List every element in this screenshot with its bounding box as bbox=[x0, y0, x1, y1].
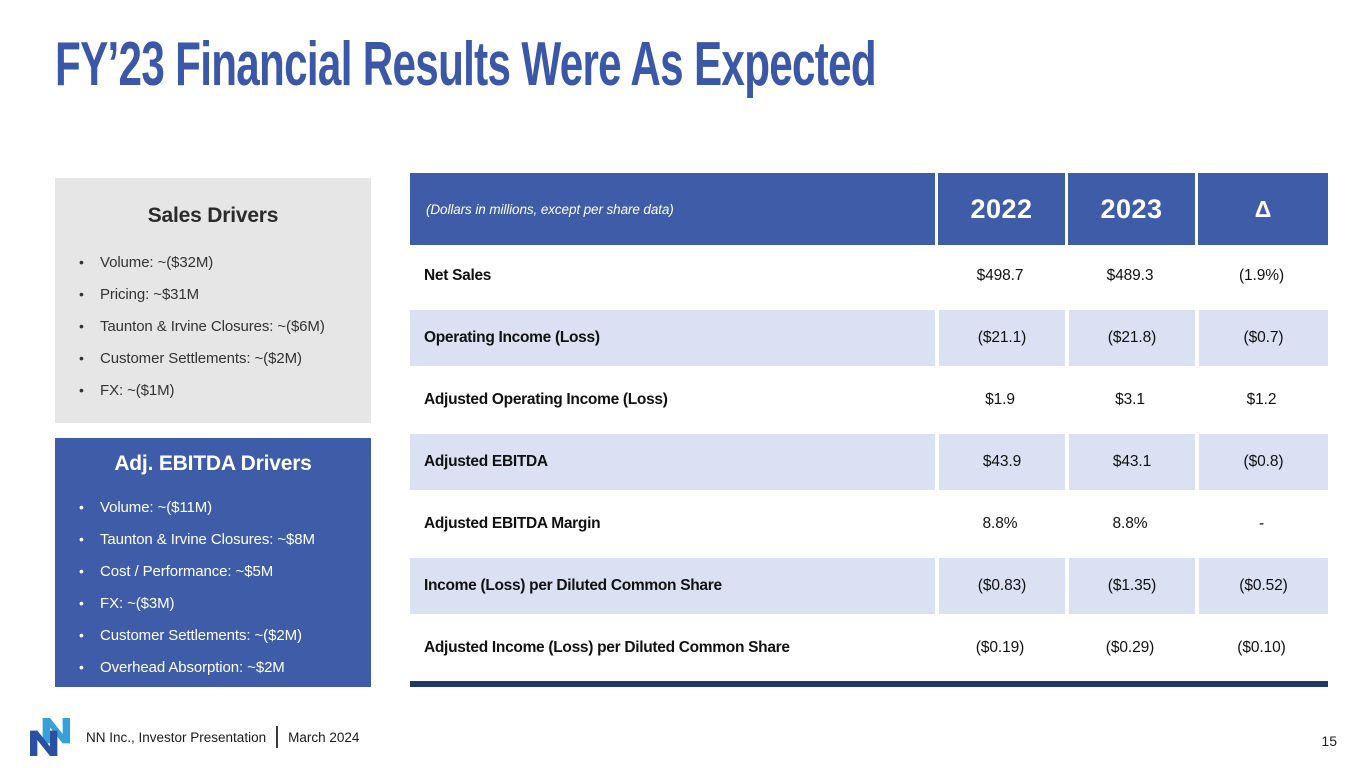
table-row: Net Sales $498.7 $489.3 (1.9%) bbox=[410, 245, 1328, 307]
list-item: Taunton & Irvine Closures: ~$8M bbox=[55, 532, 371, 547]
nn-logo-icon bbox=[30, 718, 70, 756]
list-item: Cost / Performance: ~$5M bbox=[55, 564, 371, 579]
table-row: Adjusted EBITDA $43.9 $43.1 ($0.8) bbox=[410, 431, 1328, 493]
column-header-delta: Δ bbox=[1195, 173, 1328, 245]
slide-footer: NN Inc., Investor Presentation March 202… bbox=[30, 718, 359, 756]
value-2023: ($21.8) bbox=[1065, 307, 1195, 369]
page-title: FY’23 Financial Results Were As Expected bbox=[55, 30, 877, 99]
value-2023: $489.3 bbox=[1065, 245, 1195, 307]
value-delta: ($0.7) bbox=[1195, 307, 1328, 369]
table-row: Adjusted Income (Loss) per Diluted Commo… bbox=[410, 617, 1328, 679]
value-2023: ($1.35) bbox=[1065, 555, 1195, 617]
row-label: Adjusted Operating Income (Loss) bbox=[410, 369, 935, 431]
list-item: Taunton & Irvine Closures: ~($6M) bbox=[55, 319, 371, 334]
sales-drivers-title: Sales Drivers bbox=[147, 204, 279, 227]
value-delta: ($0.10) bbox=[1195, 617, 1328, 679]
table-header-row: (Dollars in millions, except per share d… bbox=[410, 173, 1328, 245]
list-item: Pricing: ~$31M bbox=[55, 287, 371, 302]
row-label: Operating Income (Loss) bbox=[410, 307, 935, 369]
value-2023: $3.1 bbox=[1065, 369, 1195, 431]
row-label: Adjusted EBITDA bbox=[410, 431, 935, 493]
value-delta: (1.9%) bbox=[1195, 245, 1328, 307]
value-delta: $1.2 bbox=[1195, 369, 1328, 431]
column-header-2022: 2022 bbox=[935, 173, 1065, 245]
list-item: Customer Settlements: ~($2M) bbox=[55, 628, 371, 643]
value-2022: ($0.19) bbox=[935, 617, 1065, 679]
value-2022: $498.7 bbox=[935, 245, 1065, 307]
sales-drivers-panel: Sales Drivers Volume: ~($32M) Pricing: ~… bbox=[55, 178, 371, 423]
value-2023: $43.1 bbox=[1065, 431, 1195, 493]
footer-date: March 2024 bbox=[288, 729, 360, 745]
ebitda-drivers-list: Volume: ~($11M) Taunton & Irvine Closure… bbox=[55, 500, 371, 675]
list-item: Volume: ~($32M) bbox=[55, 255, 371, 270]
row-label: Income (Loss) per Diluted Common Share bbox=[410, 555, 935, 617]
value-2023: 8.8% bbox=[1065, 493, 1195, 555]
page-number: 15 bbox=[1321, 733, 1337, 749]
table-units-note: (Dollars in millions, except per share d… bbox=[410, 173, 935, 245]
row-label: Adjusted EBITDA Margin bbox=[410, 493, 935, 555]
ebitda-drivers-panel: Adj. EBITDA Drivers Volume: ~($11M) Taun… bbox=[55, 438, 371, 687]
value-2022: $1.9 bbox=[935, 369, 1065, 431]
financial-results-table: (Dollars in millions, except per share d… bbox=[410, 173, 1328, 687]
value-2022: ($21.1) bbox=[935, 307, 1065, 369]
value-2022: $43.9 bbox=[935, 431, 1065, 493]
list-item: FX: ~($3M) bbox=[55, 596, 371, 611]
table-row: Adjusted EBITDA Margin 8.8% 8.8% - bbox=[410, 493, 1328, 555]
list-item: FX: ~($1M) bbox=[55, 383, 371, 398]
value-2022: ($0.83) bbox=[935, 555, 1065, 617]
list-item: Volume: ~($11M) bbox=[55, 500, 371, 515]
list-item: Overhead Absorption: ~$2M bbox=[55, 660, 371, 675]
sales-drivers-list: Volume: ~($32M) Pricing: ~$31M Taunton &… bbox=[55, 255, 371, 398]
ebitda-drivers-title: Adj. EBITDA Drivers bbox=[114, 452, 312, 475]
value-2022: 8.8% bbox=[935, 493, 1065, 555]
table-row: Operating Income (Loss) ($21.1) ($21.8) … bbox=[410, 307, 1328, 369]
value-delta: ($0.8) bbox=[1195, 431, 1328, 493]
footer-company-text: NN Inc., Investor Presentation bbox=[86, 729, 267, 745]
value-delta: - bbox=[1195, 493, 1328, 555]
value-2023: ($0.29) bbox=[1065, 617, 1195, 679]
table-row: Income (Loss) per Diluted Common Share (… bbox=[410, 555, 1328, 617]
list-item: Customer Settlements: ~($2M) bbox=[55, 351, 371, 366]
value-delta: ($0.52) bbox=[1195, 555, 1328, 617]
table-row: Adjusted Operating Income (Loss) $1.9 $3… bbox=[410, 369, 1328, 431]
row-label: Adjusted Income (Loss) per Diluted Commo… bbox=[410, 617, 935, 679]
row-label: Net Sales bbox=[410, 245, 935, 307]
footer-divider bbox=[276, 726, 279, 748]
column-header-2023: 2023 bbox=[1065, 173, 1195, 245]
